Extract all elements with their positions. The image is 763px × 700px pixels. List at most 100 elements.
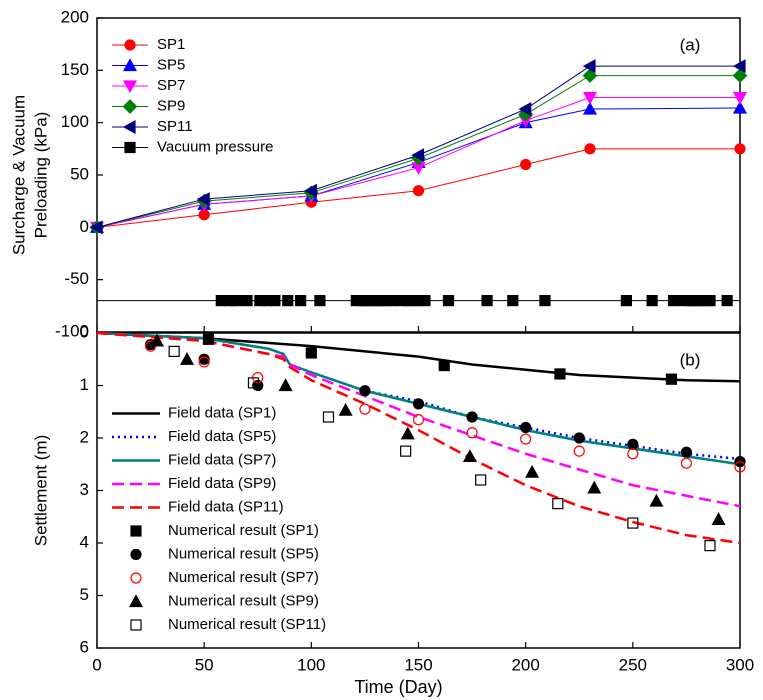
legend-label: Numerical result (SP11) xyxy=(168,616,326,633)
series-line xyxy=(96,331,741,383)
marker xyxy=(241,295,253,307)
y-tick-label: 50 xyxy=(70,164,89,183)
marker xyxy=(627,448,639,460)
marker xyxy=(475,474,487,486)
marker xyxy=(295,295,307,307)
marker xyxy=(412,185,425,197)
y-axis-label: Settlement (m) xyxy=(31,435,50,546)
marker xyxy=(680,446,693,458)
legend-label: Numerical result (SP9) xyxy=(168,592,319,609)
marker xyxy=(520,433,532,445)
marker xyxy=(582,59,596,74)
marker xyxy=(587,480,602,494)
marker xyxy=(419,295,431,307)
x-tick-label: 0 xyxy=(92,655,101,674)
marker xyxy=(507,295,519,307)
marker xyxy=(282,295,294,307)
x-tick-label: 200 xyxy=(511,655,539,674)
marker xyxy=(552,498,564,510)
marker xyxy=(359,385,371,397)
marker xyxy=(322,411,335,423)
marker xyxy=(573,445,585,457)
y-tick-label: 5 xyxy=(80,585,89,604)
y-tick-label: -50 xyxy=(64,269,89,288)
plot-frame xyxy=(96,17,741,333)
marker xyxy=(520,421,532,434)
marker xyxy=(627,438,639,450)
legend-marker xyxy=(124,141,136,154)
marker xyxy=(269,295,281,307)
marker xyxy=(649,493,664,507)
marker xyxy=(314,295,326,307)
marker xyxy=(732,68,748,83)
marker xyxy=(584,143,596,155)
legend-marker xyxy=(130,619,142,631)
marker xyxy=(359,403,371,415)
y-tick-label: 0 xyxy=(80,217,89,236)
marker xyxy=(734,143,746,155)
marker xyxy=(247,377,260,389)
legend-marker xyxy=(122,58,138,72)
x-tick-label: 150 xyxy=(404,655,432,674)
marker xyxy=(582,101,597,115)
marker xyxy=(711,512,726,525)
marker xyxy=(525,464,540,478)
legend-label: SP11 xyxy=(157,118,193,135)
legend-label: Field data (SP5) xyxy=(168,428,276,445)
marker xyxy=(573,432,585,444)
marker xyxy=(252,379,264,392)
marker xyxy=(89,220,103,235)
legend-label: Numerical result (SP5) xyxy=(168,545,319,562)
legend-label: Field data (SP11) xyxy=(168,498,284,515)
marker xyxy=(704,295,716,307)
y-axis-label: Surcharge & Vacuum xyxy=(9,95,28,255)
marker xyxy=(338,402,353,416)
series-line xyxy=(96,331,741,508)
marker xyxy=(466,427,478,439)
y-tick-label: 0 xyxy=(80,322,89,341)
legend-marker xyxy=(122,80,138,94)
marker xyxy=(180,351,195,365)
x-tick-label: 250 xyxy=(619,655,647,674)
marker xyxy=(680,457,693,469)
y-tick-label: 1 xyxy=(80,375,89,394)
marker xyxy=(442,295,455,307)
marker xyxy=(438,359,450,372)
marker xyxy=(466,411,478,423)
marker xyxy=(412,398,425,410)
marker xyxy=(411,148,425,163)
y-axis-label: Preloading (kPa) xyxy=(31,112,50,239)
marker xyxy=(196,192,210,207)
legend-label: Field data (SP9) xyxy=(168,475,276,492)
marker xyxy=(520,158,532,171)
legend-marker xyxy=(130,572,142,584)
marker xyxy=(304,183,317,198)
marker xyxy=(412,414,425,426)
marker xyxy=(481,295,493,307)
marker xyxy=(168,345,180,357)
legend-label: Field data (SP7) xyxy=(168,451,276,468)
marker xyxy=(665,373,678,385)
marker xyxy=(646,295,658,307)
marker xyxy=(400,445,412,457)
x-tick-label: 300 xyxy=(726,655,754,674)
x-tick-label: 50 xyxy=(195,655,214,674)
series-line xyxy=(96,331,741,466)
marker xyxy=(539,295,551,307)
legend-marker xyxy=(128,594,144,608)
y-tick-label: 100 xyxy=(61,112,89,131)
x-tick-label: 100 xyxy=(297,655,325,674)
y-tick-label: 2 xyxy=(80,427,89,446)
y-tick-label: 3 xyxy=(80,480,89,499)
marker xyxy=(554,368,566,380)
y-tick-label: 6 xyxy=(80,637,89,656)
legend-marker xyxy=(130,548,142,561)
marker xyxy=(582,91,597,105)
marker xyxy=(732,59,746,74)
marker xyxy=(704,540,716,552)
legend-label: Numerical result (SP1) xyxy=(168,522,319,539)
legend-marker xyxy=(124,39,136,51)
marker xyxy=(734,461,746,473)
marker xyxy=(462,449,477,462)
